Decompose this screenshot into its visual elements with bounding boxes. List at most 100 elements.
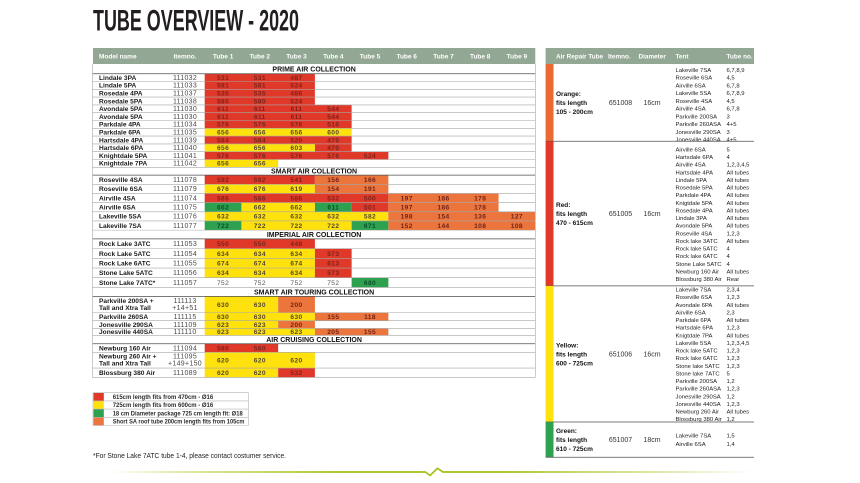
svg-text:576: 576	[254, 122, 266, 129]
svg-text:Tube 4: Tube 4	[323, 53, 344, 60]
svg-text:111053: 111053	[173, 241, 197, 248]
svg-text:586: 586	[254, 195, 266, 202]
svg-text:Jonesville 290SA: Jonesville 290SA	[99, 322, 153, 329]
svg-text:186: 186	[437, 205, 449, 212]
svg-text:4,5: 4,5	[727, 99, 736, 105]
svg-text:619: 619	[290, 186, 302, 193]
svg-text:535: 535	[217, 91, 229, 98]
svg-text:671: 671	[364, 223, 376, 230]
svg-text:111110: 111110	[173, 329, 196, 336]
svg-text:Rock lake 6ATC: Rock lake 6ATC	[676, 254, 719, 260]
svg-text:651008: 651008	[609, 100, 632, 107]
svg-text:Newburg 160 Air: Newburg 160 Air	[99, 345, 151, 352]
svg-text:1,2,3: 1,2,3	[727, 356, 741, 362]
svg-text:Knightdale 7PA: Knightdale 7PA	[99, 161, 147, 168]
svg-text:Red:: Red:	[556, 202, 570, 209]
svg-text:Lakeville 5SA: Lakeville 5SA	[676, 91, 712, 97]
svg-text:524: 524	[290, 83, 302, 90]
svg-text:470 - 615cm: 470 - 615cm	[556, 220, 593, 227]
svg-text:656: 656	[254, 145, 266, 152]
svg-text:108: 108	[474, 223, 486, 230]
svg-text:111037: 111037	[173, 91, 197, 98]
svg-text:111035: 111035	[173, 130, 197, 137]
svg-text:Air Repair Tube: Air Repair Tube	[556, 53, 604, 60]
svg-text:592: 592	[217, 177, 229, 184]
svg-text:752: 752	[290, 280, 302, 287]
svg-text:524: 524	[290, 98, 302, 105]
svg-text:154: 154	[437, 214, 449, 221]
svg-text:532: 532	[290, 370, 302, 377]
svg-text:Stone lake 7ATC: Stone lake 7ATC	[676, 371, 721, 377]
svg-text:198: 198	[401, 214, 413, 221]
svg-text:All tubes: All tubes	[727, 170, 750, 176]
svg-text:Roseville 4SA: Roseville 4SA	[676, 99, 713, 105]
svg-text:Roseville 4SA: Roseville 4SA	[99, 177, 143, 184]
svg-text:111113: 111113	[173, 298, 196, 305]
svg-text:610 - 725cm: 610 - 725cm	[556, 446, 593, 453]
svg-text:Parkville 260ASA: Parkville 260ASA	[676, 122, 722, 128]
svg-text:111055: 111055	[173, 260, 197, 267]
svg-text:576: 576	[290, 122, 302, 129]
svg-text:All tubes: All tubes	[727, 239, 750, 245]
svg-text:634: 634	[217, 270, 229, 277]
svg-text:All tubes: All tubes	[727, 333, 750, 339]
svg-text:Knigtdale 7PA: Knigtdale 7PA	[676, 333, 713, 339]
svg-text:Hartsdale 6PA: Hartsdale 6PA	[676, 326, 714, 332]
svg-text:722: 722	[327, 223, 339, 230]
svg-text:1,2,3: 1,2,3	[727, 387, 741, 393]
svg-text:520: 520	[290, 137, 302, 144]
svg-text:154: 154	[327, 186, 339, 193]
svg-text:600: 600	[327, 130, 339, 137]
svg-text:Parkville 200SA: Parkville 200SA	[676, 379, 718, 385]
svg-text:16cm: 16cm	[643, 211, 660, 218]
svg-text:1,2,3,4,5: 1,2,3,4,5	[727, 163, 751, 169]
svg-text:Airville 6SA: Airville 6SA	[676, 442, 706, 448]
svg-text:Tube 2: Tube 2	[250, 53, 271, 60]
svg-text:620: 620	[217, 370, 229, 377]
svg-text:576: 576	[327, 153, 339, 160]
svg-text:535: 535	[254, 91, 266, 98]
svg-text:576: 576	[290, 153, 302, 160]
svg-text:Airville 6SA: Airville 6SA	[676, 83, 706, 89]
svg-text:IMPERIAL AIR COLLECTION: IMPERIAL AIR COLLECTION	[267, 232, 362, 239]
svg-text:Lindale 3PA: Lindale 3PA	[99, 75, 136, 82]
svg-text:1,2: 1,2	[727, 379, 735, 385]
svg-text:Rear: Rear	[727, 277, 740, 283]
svg-text:111115: 111115	[173, 314, 196, 321]
svg-text:Blossburg 380 Air: Blossburg 380 Air	[676, 277, 722, 283]
svg-text:155: 155	[364, 329, 376, 336]
svg-text:6,7,8,9: 6,7,8,9	[727, 68, 745, 74]
svg-text:Blossburg 380 Air: Blossburg 380 Air	[99, 370, 156, 377]
svg-text:Lakeville 7SA: Lakeville 7SA	[676, 68, 712, 74]
svg-text:2,3: 2,3	[727, 310, 736, 316]
svg-text:Short SA roof tube 200cm lengt: Short SA roof tube 200cm length fits fro…	[113, 419, 245, 426]
svg-text:4+5: 4+5	[727, 122, 738, 128]
svg-text:470: 470	[327, 137, 339, 144]
svg-text:611: 611	[291, 106, 303, 113]
svg-text:581: 581	[254, 83, 266, 90]
svg-text:Rock lake 6ATC: Rock lake 6ATC	[676, 356, 719, 362]
svg-text:501: 501	[364, 205, 376, 212]
svg-text:448: 448	[290, 241, 302, 248]
svg-text:611: 611	[254, 114, 266, 121]
svg-text:TUBE OVERVIEW - 2020: TUBE OVERVIEW - 2020	[93, 5, 299, 37]
svg-text:127: 127	[511, 214, 523, 221]
svg-text:Rosedale 4PA: Rosedale 4PA	[99, 91, 143, 98]
svg-text:AIR CRUISING COLLECTION: AIR CRUISING COLLECTION	[266, 337, 362, 344]
svg-text:630: 630	[217, 314, 229, 321]
svg-text:111034: 111034	[173, 122, 197, 129]
svg-text:144: 144	[437, 223, 449, 230]
svg-text:2,3,4: 2,3,4	[727, 288, 741, 294]
svg-text:584: 584	[217, 137, 229, 144]
svg-text:6,7,8: 6,7,8	[727, 107, 741, 113]
svg-text:1,2: 1,2	[727, 394, 735, 400]
svg-text:Tube 6: Tube 6	[396, 53, 417, 60]
svg-text:+149+150: +149+150	[168, 361, 202, 368]
svg-text:634: 634	[290, 251, 302, 258]
svg-text:623: 623	[254, 322, 266, 329]
svg-text:632: 632	[290, 214, 302, 221]
svg-text:722: 722	[290, 223, 302, 230]
svg-text:Tube 3: Tube 3	[286, 53, 307, 60]
svg-text:722: 722	[254, 223, 266, 230]
svg-text:584: 584	[254, 137, 266, 144]
